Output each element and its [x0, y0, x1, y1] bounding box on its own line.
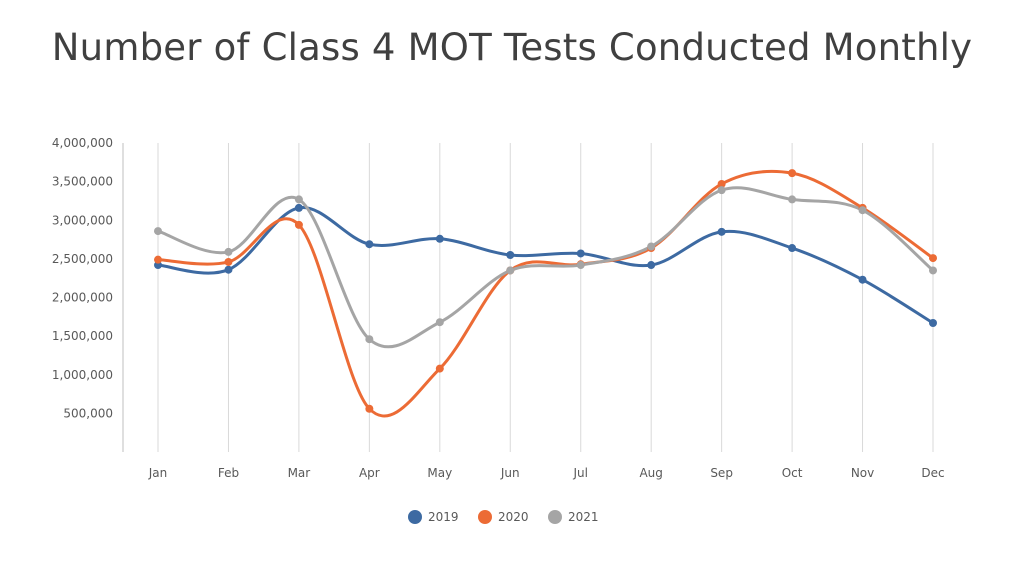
- data-point-2020-dec: [929, 254, 937, 263]
- data-point-2020-may: [435, 364, 444, 373]
- x-tick-label: Feb: [218, 466, 239, 480]
- data-point-2021-jun: [506, 266, 515, 275]
- data-point-2021-dec: [929, 266, 937, 275]
- y-tick-label: 1,500,000: [52, 329, 113, 343]
- legend-marker-2020: [478, 510, 492, 524]
- gridlines: [157, 143, 934, 452]
- data-point-2019-jul: [576, 249, 585, 258]
- x-tick-label: Jun: [500, 466, 520, 480]
- x-tick-label: Nov: [851, 466, 874, 480]
- y-tick-label: 500,000: [63, 406, 113, 420]
- x-tick-label: Oct: [782, 466, 803, 480]
- series-line-2019: [156, 206, 935, 325]
- data-point-2021-oct: [788, 195, 797, 204]
- data-point-2021-mar: [294, 195, 303, 204]
- legend-label-2021: 2021: [568, 510, 599, 524]
- series-line-2021: [156, 186, 935, 349]
- data-point-2019-jun: [506, 251, 515, 260]
- x-tick-label: May: [427, 466, 452, 480]
- legend-marker-2019: [408, 510, 422, 524]
- data-point-2020-mar: [294, 220, 303, 229]
- legend: 2019 2020 2021: [408, 510, 599, 524]
- data-point-2019-nov: [858, 275, 867, 284]
- y-tick-label: 2,000,000: [52, 291, 113, 305]
- y-tick-label: 3,500,000: [52, 175, 113, 189]
- data-point-2020-sep: [717, 179, 726, 188]
- legend-label-2019: 2019: [428, 510, 459, 524]
- data-point-2019-may: [435, 234, 444, 243]
- data-point-2021-jul: [576, 261, 585, 270]
- data-point-2019-mar: [294, 203, 303, 212]
- data-point-2021-may: [435, 318, 444, 327]
- x-tick-label: Aug: [639, 466, 662, 480]
- chart-title: Number of Class 4 MOT Tests Conducted Mo…: [51, 26, 973, 69]
- x-tick-label: Dec: [921, 466, 944, 480]
- data-point-2020-apr: [365, 404, 374, 413]
- legend-label-2020: 2020: [498, 510, 529, 524]
- data-point-2021-aug: [647, 242, 656, 251]
- x-tick-label: Mar: [288, 466, 311, 480]
- legend-marker-2021: [548, 510, 562, 524]
- x-tick-label: Apr: [359, 466, 380, 480]
- data-points: [154, 169, 937, 413]
- data-point-2020-jan: [154, 255, 162, 264]
- y-tick-label: 1,000,000: [52, 368, 113, 382]
- y-tick-label: 4,000,000: [52, 136, 113, 150]
- x-tick-labels: Jan Feb Mar Apr May Jun Jul Aug Sep Oct Nov Dec: [148, 466, 945, 480]
- x-tick-label: Jul: [572, 466, 587, 480]
- data-point-2019-dec: [929, 318, 937, 327]
- data-point-2020-feb: [224, 257, 233, 266]
- y-tick-labels: 500,000 1,000,000 1,500,000 2,000,000 2,500,…: [52, 136, 113, 420]
- data-point-2021-sep: [717, 186, 726, 195]
- data-point-2019-feb: [224, 265, 233, 274]
- data-point-2021-nov: [858, 206, 867, 215]
- x-tick-label: Jan: [148, 466, 168, 480]
- data-point-2021-feb: [224, 247, 233, 256]
- x-tick-label: Sep: [710, 466, 733, 480]
- series-lines: [156, 169, 935, 418]
- data-point-2020-oct: [788, 169, 797, 178]
- data-point-2019-sep: [717, 227, 726, 236]
- data-point-2019-aug: [647, 261, 656, 270]
- data-point-2019-apr: [365, 240, 374, 249]
- data-point-2019-oct: [788, 244, 797, 253]
- y-tick-label: 2,500,000: [52, 252, 113, 266]
- data-point-2021-jan: [154, 227, 162, 236]
- data-point-2021-apr: [365, 335, 374, 344]
- y-tick-label: 3,000,000: [52, 213, 113, 227]
